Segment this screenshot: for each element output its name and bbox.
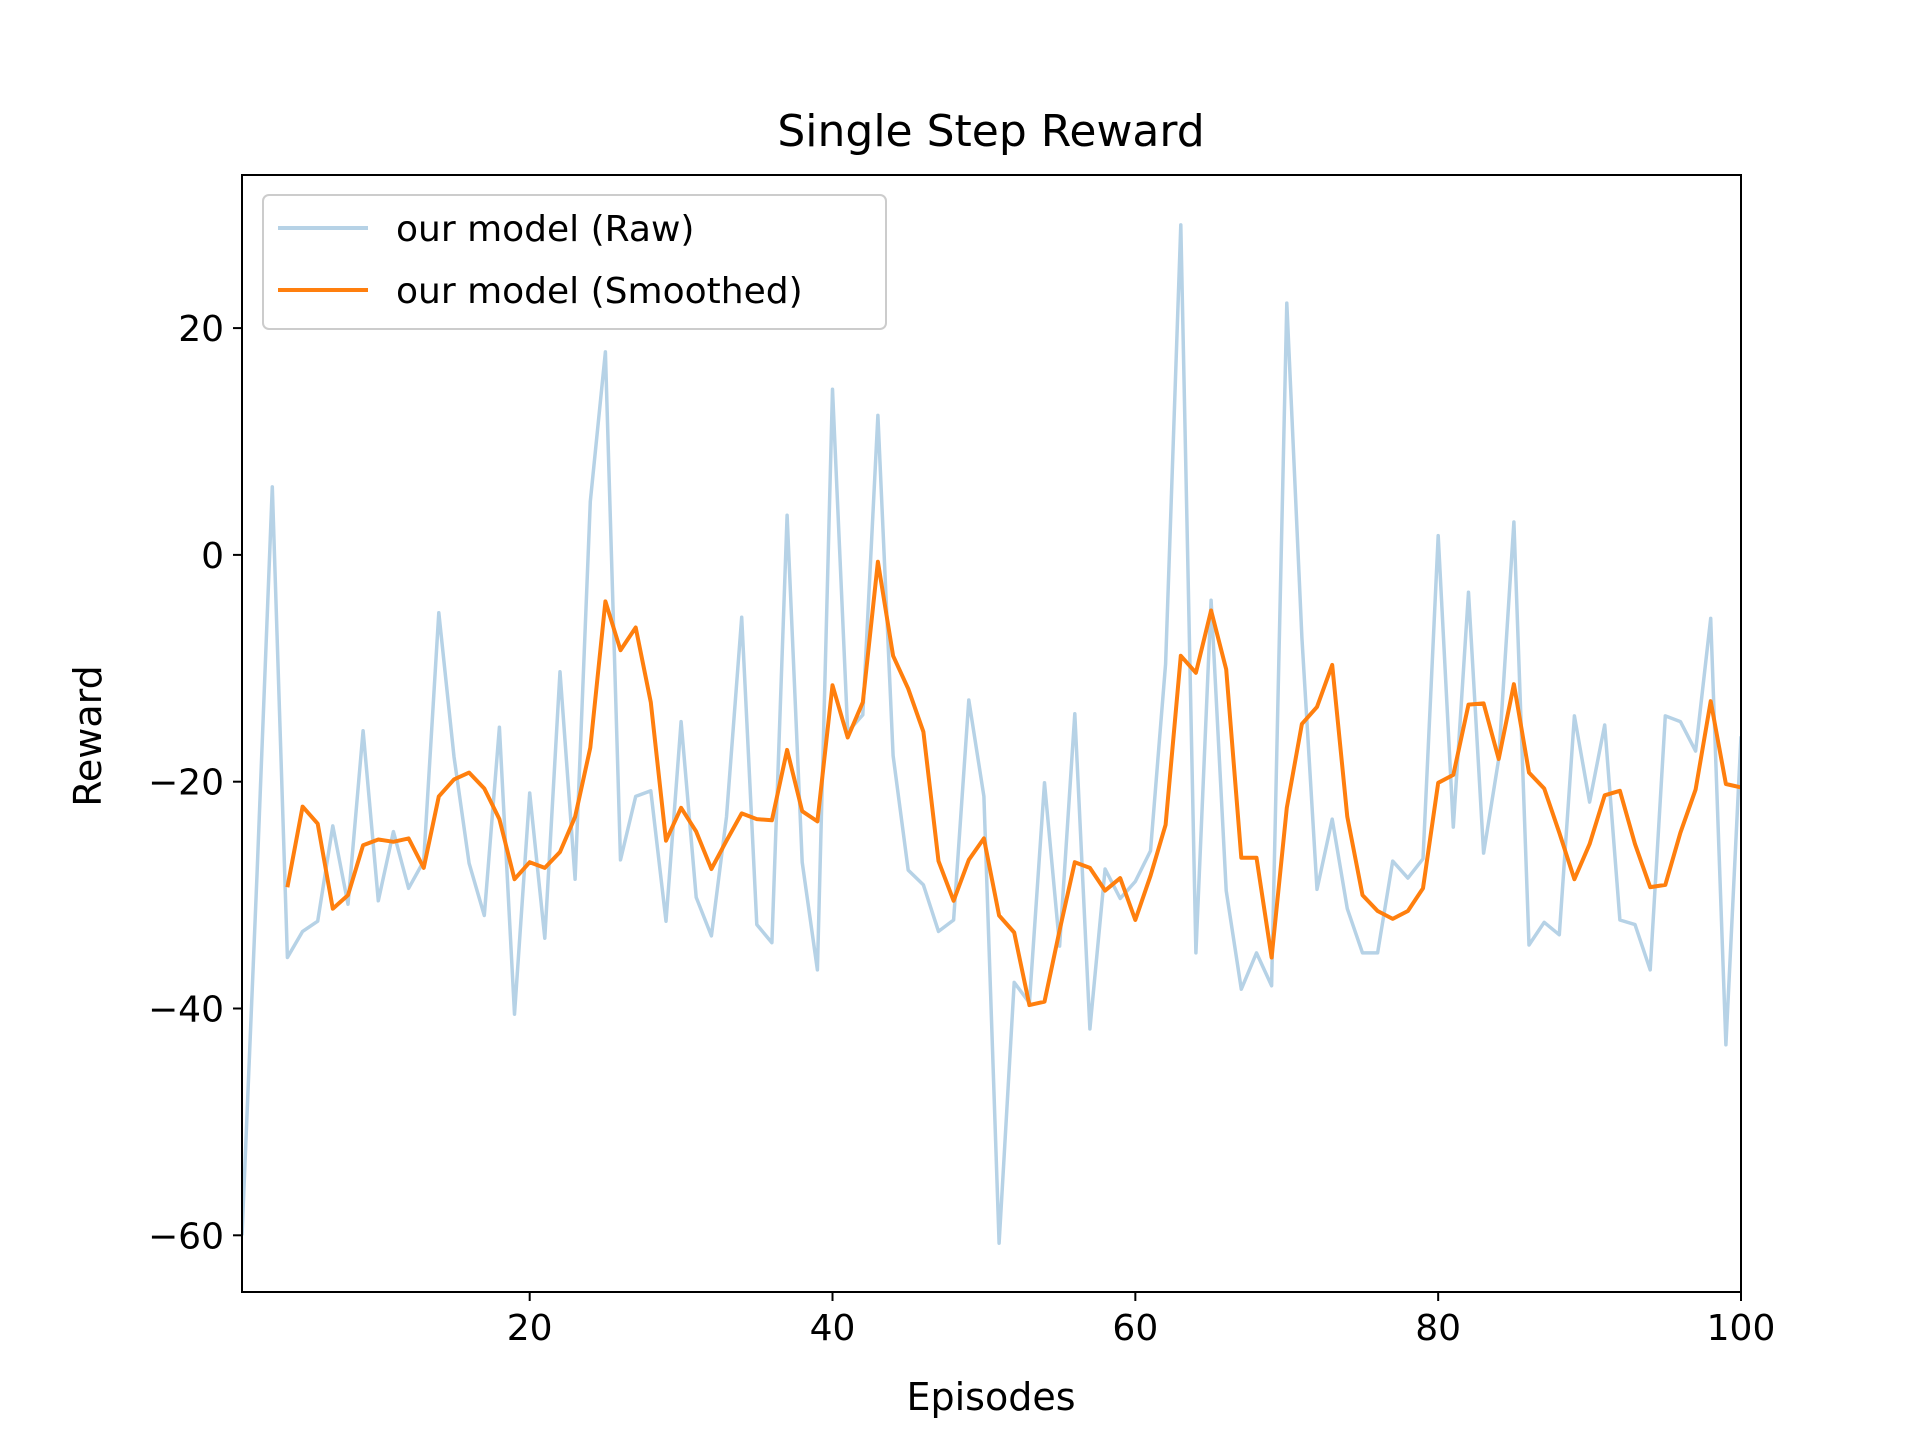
legend-label-raw: our model (Raw) <box>396 209 694 250</box>
x-axis-label: Episodes <box>906 1375 1075 1419</box>
x-tick-label: 20 <box>507 1308 553 1349</box>
legend-box <box>262 194 887 330</box>
ticks-layer: 20 40 60 80 100 −60 −40 −20 0 20 <box>148 309 1775 1349</box>
series-line-raw <box>242 223 1741 1245</box>
legend: our model (Raw) our model (Smoothed) <box>262 194 887 330</box>
y-axis-label: Reward <box>66 665 110 807</box>
series-line-smoothed <box>285 559 1741 1008</box>
y-tick-label: −40 <box>148 989 224 1030</box>
series-layer <box>242 223 1741 1245</box>
y-tick-label: −60 <box>148 1216 224 1257</box>
chart-title: Single Step Reward <box>777 106 1204 157</box>
x-tick-label: 80 <box>1415 1308 1461 1349</box>
legend-label-smoothed: our model (Smoothed) <box>396 271 803 312</box>
x-tick-label: 100 <box>1707 1308 1776 1349</box>
y-tick-label: −20 <box>148 763 224 804</box>
y-tick-label: 20 <box>178 309 224 350</box>
x-tick-label: 40 <box>810 1308 856 1349</box>
y-tick-label: 0 <box>201 536 224 577</box>
x-tick-label: 60 <box>1112 1308 1158 1349</box>
plot-frame <box>241 174 1742 1293</box>
